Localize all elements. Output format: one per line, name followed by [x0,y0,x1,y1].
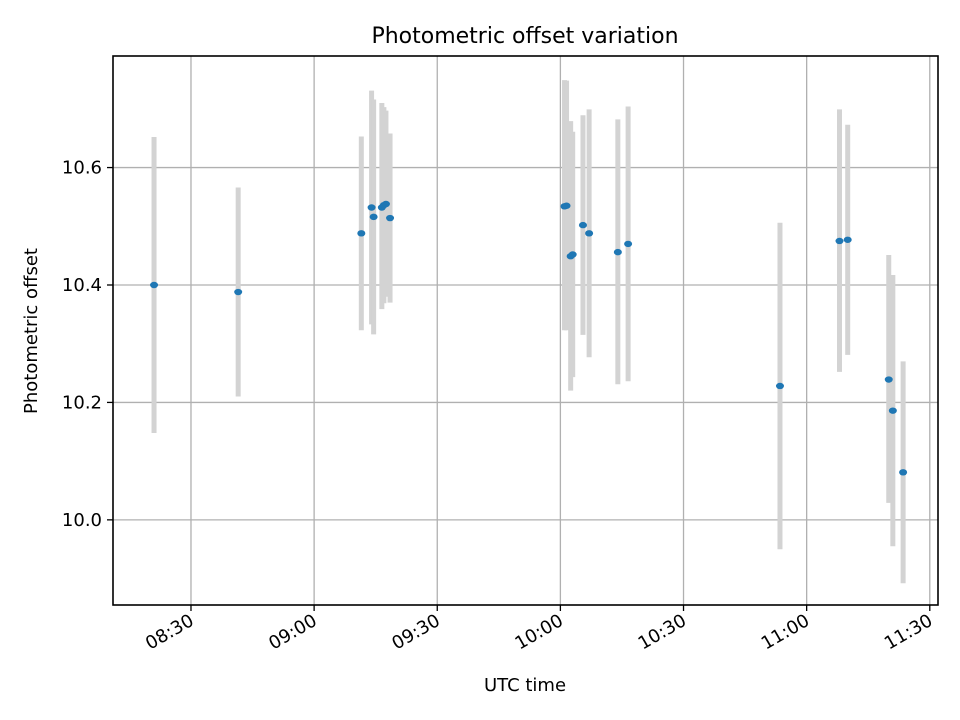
data-point [624,240,633,248]
plot-frame [112,55,939,606]
x-tick-label: 11:00 [758,610,813,654]
data-point [888,407,897,414]
data-point [381,200,390,208]
data-point [613,248,622,256]
y-tick-label: 10.4 [62,275,102,296]
data-point [884,376,893,383]
chart-title: Photometric offset variation [371,24,678,49]
data-point [357,230,366,237]
x-tick-label: 09:30 [388,610,443,654]
grid [113,56,938,605]
data-point [843,236,852,243]
x-axis-label: UTC time [484,675,566,696]
y-axis-label: Photometric offset [21,248,42,414]
x-tick-label: 10:00 [511,610,566,654]
y-axis-ticks: 10.0 10.2 10.4 10.6 [62,158,113,531]
data-point [369,213,378,221]
data-points [150,200,908,476]
x-tick-label: 08:30 [142,610,197,654]
data-point [835,237,844,245]
x-tick-label: 09:00 [265,610,320,654]
data-point [367,204,376,211]
data-point [899,469,908,476]
x-tick-label: 10:30 [635,610,690,654]
data-point [585,230,594,237]
data-point [568,251,577,258]
data-point [234,288,243,296]
x-axis-ticks: 08:30 09:00 09:30 10:00 10:30 11:00 11:30 [142,605,936,654]
y-tick-label: 10.6 [62,158,102,179]
x-tick-label: 11:30 [881,610,936,654]
data-point [578,221,587,229]
y-tick-label: 10.0 [62,510,102,531]
data-point [775,382,784,390]
y-tick-label: 10.2 [62,392,102,413]
error-bars [151,80,906,584]
data-point [150,281,159,289]
data-point [562,202,571,209]
data-point [386,214,395,222]
